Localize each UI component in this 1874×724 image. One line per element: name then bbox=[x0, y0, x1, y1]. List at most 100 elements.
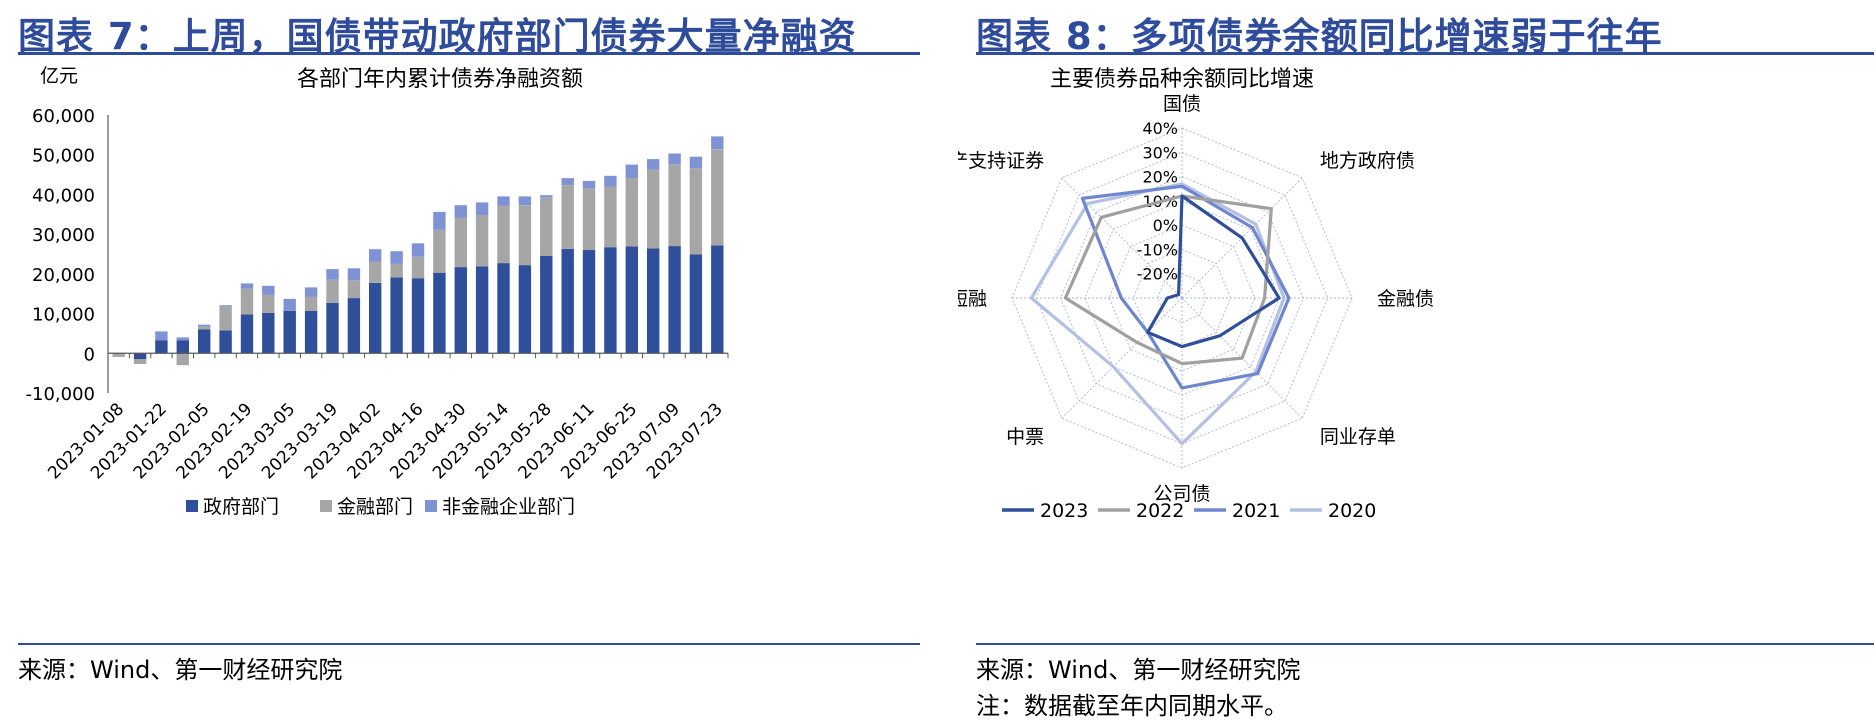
radar-axis-label: 短融 bbox=[958, 288, 987, 310]
bar-segment-gov bbox=[133, 353, 147, 360]
bar-segment-gov bbox=[304, 310, 318, 354]
y-tick-label: 40,000 bbox=[32, 185, 95, 206]
bar-segment-gov bbox=[283, 310, 296, 354]
bar-segment-gov bbox=[518, 265, 532, 354]
legend-label: 非金融企业部门 bbox=[442, 496, 575, 518]
radar-grid-ring bbox=[1157, 273, 1207, 323]
bar-segment-fin bbox=[347, 280, 361, 299]
radar-series-2023 bbox=[1146, 194, 1281, 349]
radar-tick-label: -20% bbox=[1137, 265, 1178, 284]
bar-segment-fin bbox=[369, 261, 382, 283]
bar-segment-nonfin bbox=[326, 269, 339, 280]
right-title-rule bbox=[976, 52, 1874, 55]
bar-segment-nonfin bbox=[411, 243, 425, 257]
right-bottom-rule bbox=[976, 643, 1874, 645]
right-source-text: 来源：Wind、第一财经研究院 bbox=[976, 656, 1301, 684]
bar-segment-fin bbox=[454, 217, 467, 268]
bar-segment-nonfin bbox=[369, 249, 382, 262]
radar-chart: 主要债券品种余额同比增速-20%-10%0%10%20%30%40%国债地方政府… bbox=[958, 67, 1434, 522]
radar-axis-label: 金融债 bbox=[1377, 288, 1434, 310]
bar-segment-gov bbox=[540, 256, 553, 354]
y-tick-label: 0 bbox=[84, 344, 95, 365]
bar-segment-nonfin bbox=[454, 205, 467, 218]
radar-axis-label: 资产支持证券 bbox=[958, 150, 1044, 172]
bar-segment-nonfin bbox=[304, 287, 318, 297]
bar-segment-gov bbox=[262, 312, 275, 354]
y-tick-label: 60,000 bbox=[32, 106, 95, 127]
bar-segment-fin bbox=[561, 185, 574, 249]
bar-segment-fin bbox=[219, 306, 232, 331]
bar-segment-gov bbox=[454, 267, 467, 354]
legend-swatch bbox=[186, 500, 198, 512]
chart-title: 主要债券品种余额同比增速 bbox=[1050, 67, 1314, 92]
bar-segment-gov bbox=[625, 246, 638, 354]
bar-segment-fin bbox=[625, 178, 638, 247]
bar-segment-gov bbox=[390, 277, 403, 354]
right-note-text: 注：数据截至年内同期水平。 bbox=[976, 692, 1288, 720]
bar-segment-nonfin bbox=[390, 251, 403, 264]
bar-segment-gov bbox=[347, 298, 361, 354]
radar-spoke bbox=[1061, 297, 1183, 419]
left-figure-title: 图表 7：上周，国债带动政府部门债券大量净融资 bbox=[18, 15, 857, 58]
radar-tick-label: 20% bbox=[1142, 168, 1178, 187]
bar-segment-gov bbox=[219, 330, 232, 354]
radar-tick-label: 40% bbox=[1142, 119, 1178, 138]
bar-segment-fin bbox=[518, 205, 532, 266]
bar-segment-gov bbox=[198, 329, 211, 354]
left-figure-panel: 图表 7：上周，国债带动政府部门债券大量净融资 各部门年内累计债券净融资额 亿元 -… bbox=[0, 0, 920, 724]
bar-segment-nonfin bbox=[561, 178, 574, 186]
legend-swatch bbox=[320, 500, 332, 512]
bar-segment-fin bbox=[689, 168, 703, 255]
bar-segment-fin bbox=[304, 296, 318, 311]
bar-segment-nonfin bbox=[219, 305, 232, 307]
bar-segment-gov bbox=[155, 340, 168, 354]
bar-segment-nonfin bbox=[433, 211, 446, 230]
bar-segment-gov bbox=[411, 278, 425, 354]
radar-series-2022 bbox=[1063, 194, 1273, 366]
bar-segment-nonfin bbox=[155, 331, 168, 341]
legend-label: 2022 bbox=[1136, 500, 1184, 522]
bar-segment-fin bbox=[198, 326, 211, 330]
legend-label: 金融部门 bbox=[337, 496, 413, 518]
bar-segment-gov bbox=[326, 302, 339, 354]
y-tick-label: -10,000 bbox=[26, 384, 95, 405]
bar-segment-gov bbox=[647, 248, 660, 354]
y-axis-unit-label: 亿元 bbox=[40, 65, 78, 87]
bar-segment-nonfin bbox=[475, 202, 489, 216]
radar-axis-label: 地方政府债 bbox=[1320, 150, 1415, 172]
radar-tick-label: 0% bbox=[1153, 216, 1178, 235]
y-tick-label: 10,000 bbox=[32, 305, 95, 326]
bar-segment-nonfin bbox=[283, 298, 296, 311]
y-tick-label: 20,000 bbox=[32, 265, 95, 286]
bar-segment-gov bbox=[604, 247, 617, 354]
right-figure-panel: 图表 8：多项债券余额同比增速弱于往年 主要债券品种余额同比增速 -20% -10%… bbox=[958, 0, 1874, 724]
bar-segment-nonfin bbox=[198, 324, 211, 327]
y-tick-label: 50,000 bbox=[32, 146, 95, 167]
bar-segment-fin bbox=[475, 215, 489, 267]
radar-series-2021 bbox=[1080, 184, 1291, 390]
radar-axis-label: 公司债 bbox=[1153, 483, 1210, 505]
bar-segment-gov bbox=[433, 272, 446, 354]
left-source-text: 来源：Wind、第一财经研究院 bbox=[18, 656, 343, 684]
bar-segment-nonfin bbox=[604, 175, 617, 187]
bar-segment-fin bbox=[668, 164, 681, 246]
chart-title: 各部门年内累计债券净融资额 bbox=[297, 67, 583, 92]
bar-segment-gov bbox=[668, 246, 681, 354]
bar-segment-fin bbox=[433, 229, 446, 273]
bar-segment-gov bbox=[240, 314, 254, 354]
bar-segment-nonfin bbox=[540, 195, 553, 198]
bar-segment-gov bbox=[475, 266, 489, 354]
stacked-bar-chart: 各部门年内累计债券净融资额 亿元 -10,000 0 10,000 20,000 30,00… bbox=[26, 65, 729, 518]
bar-segment-nonfin bbox=[668, 153, 681, 165]
radar-axis-label: 中票 bbox=[1006, 426, 1044, 448]
radar-axis-label: 国债 bbox=[1163, 93, 1201, 115]
radar-grid-ring bbox=[1035, 151, 1329, 445]
bar-segment-nonfin bbox=[240, 283, 254, 289]
radar-axis-label: 同业存单 bbox=[1320, 426, 1396, 448]
bar-segment-fin bbox=[497, 205, 510, 264]
radar-tick-label: -10% bbox=[1137, 240, 1178, 259]
bar-segment-nonfin bbox=[689, 156, 703, 169]
bar-segment-fin bbox=[112, 353, 125, 357]
bar-segment-fin bbox=[133, 359, 147, 364]
bar-segment-nonfin bbox=[582, 180, 596, 189]
